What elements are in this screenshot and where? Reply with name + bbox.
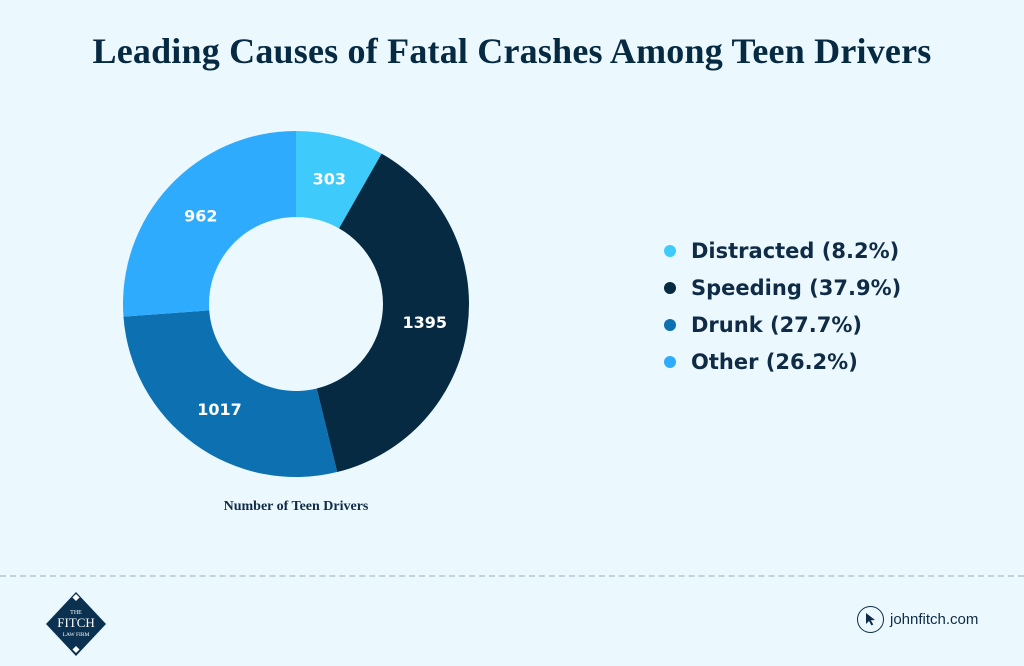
logo-ornament-top [72, 593, 80, 602]
legend-dot-drunk [664, 318, 676, 331]
logo-line-lawfirm: LAW FIRM [63, 632, 90, 638]
logo-ornament-bottom [72, 645, 80, 654]
slice-value-label-distracted: 303 [313, 169, 346, 188]
website-link[interactable]: johnfitch.com [857, 606, 978, 633]
footer-divider [0, 575, 1024, 577]
legend-label-speeding: Speeding (37.9%) [691, 275, 902, 300]
logo-line-fitch: FITCH [57, 615, 95, 630]
legend-label-drunk: Drunk (27.7%) [691, 312, 863, 337]
donut-slice-distracted [296, 131, 382, 229]
legend-item-drunk: Drunk (27.7%) [664, 306, 901, 343]
cursor-arrow-icon [857, 606, 884, 633]
logo-line-the: THE [70, 610, 82, 616]
logo-diamond [46, 592, 106, 656]
donut-chart: 303 1395 1017 962 [123, 131, 469, 477]
donut-slice-speeding [316, 153, 469, 473]
slice-value-label-other: 962 [184, 206, 217, 225]
legend-item-other: Other (26.2%) [664, 343, 901, 380]
legend-label-other: Other (26.2%) [691, 349, 858, 374]
legend-label-distracted: Distracted (8.2%) [691, 238, 900, 263]
chart-legend: Distracted (8.2%) Speeding (37.9%) Drunk… [664, 232, 901, 380]
chart-title: Leading Causes of Fatal Crashes Among Te… [92, 31, 932, 71]
website-url: johnfitch.com [890, 611, 979, 628]
donut-slice-other [123, 131, 296, 317]
legend-item-distracted: Distracted (8.2%) [664, 232, 901, 269]
slice-value-label-speeding: 1395 [402, 313, 447, 332]
legend-dot-speeding [664, 281, 676, 294]
fitch-law-firm-logo: THE FITCH LAW FIRM [46, 592, 106, 656]
legend-item-speeding: Speeding (37.9%) [664, 269, 901, 306]
legend-dot-distracted [664, 244, 676, 257]
slice-value-label-drunk: 1017 [197, 400, 242, 419]
donut-slice-drunk [123, 310, 338, 477]
legend-dot-other [664, 355, 676, 368]
chart-caption: Number of Teen Drivers [223, 499, 369, 514]
